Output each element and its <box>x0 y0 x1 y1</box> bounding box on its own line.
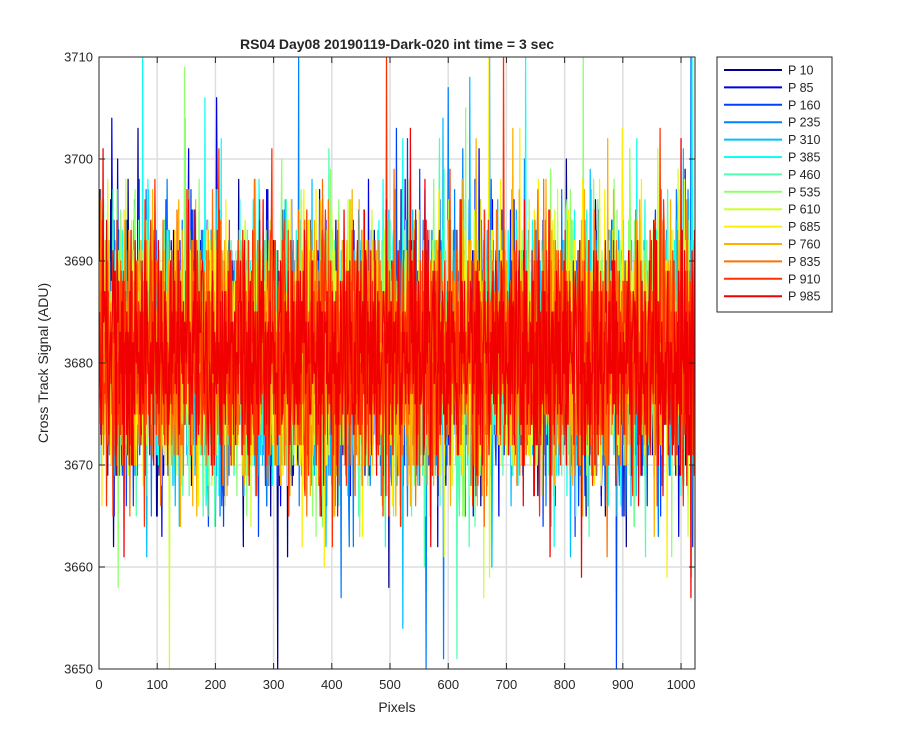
x-tick-label: 500 <box>379 677 401 692</box>
y-tick-label: 3650 <box>64 662 93 677</box>
x-tick-label: 800 <box>554 677 576 692</box>
legend: P 10 P 85 P 160 P 235 P 310 P 385 P 460 P 535 P … <box>716 56 833 313</box>
legend-label-p-310: P 310 <box>788 133 820 147</box>
y-tick-label: 3700 <box>64 152 93 167</box>
axis-ticks: 0 100 200 300 400 500 600 700 800 900 1000 3650 3660… <box>64 50 695 693</box>
legend-label-p-10: P 10 <box>788 64 814 78</box>
legend-label-p-760: P 760 <box>788 238 820 252</box>
x-tick-label: 200 <box>205 677 227 692</box>
legend-label-p-385: P 385 <box>788 151 820 165</box>
x-axis-label: Pixels <box>378 699 415 715</box>
y-tick-label: 3690 <box>64 254 93 269</box>
x-tick-label: 300 <box>263 677 285 692</box>
y-axis-label: Cross Track Signal (ADU) <box>35 283 51 443</box>
x-tick-label: 100 <box>146 677 168 692</box>
x-tick-label: 900 <box>612 677 634 692</box>
legend-label-p-985: P 985 <box>788 290 820 304</box>
x-tick-label: 400 <box>321 677 343 692</box>
legend-label-p-160: P 160 <box>788 98 820 112</box>
x-tick-label: 0 <box>95 677 102 692</box>
x-tick-label: 1000 <box>667 677 696 692</box>
series-line-p-985 <box>99 127 695 599</box>
legend-label-p-85: P 85 <box>788 81 814 95</box>
legend-label-p-460: P 460 <box>788 168 820 182</box>
legend-label-p-235: P 235 <box>788 116 820 130</box>
chart-title: RS04 Day08 20190119-Dark-020 int time = … <box>240 36 554 52</box>
legend-box <box>716 56 833 313</box>
y-tick-label: 3660 <box>64 560 93 575</box>
legend-label-p-910: P 910 <box>788 272 820 286</box>
legend-label-p-610: P 610 <box>788 203 820 217</box>
x-tick-label: 600 <box>437 677 459 692</box>
series-lines <box>99 57 695 669</box>
y-tick-label: 3670 <box>64 458 93 473</box>
y-tick-label: 3680 <box>64 356 93 371</box>
legend-label-p-685: P 685 <box>788 220 820 234</box>
y-tick-label: 3710 <box>64 50 93 65</box>
legend-label-p-835: P 835 <box>788 255 820 269</box>
x-tick-label: 700 <box>496 677 518 692</box>
legend-label-p-535: P 535 <box>788 185 820 199</box>
